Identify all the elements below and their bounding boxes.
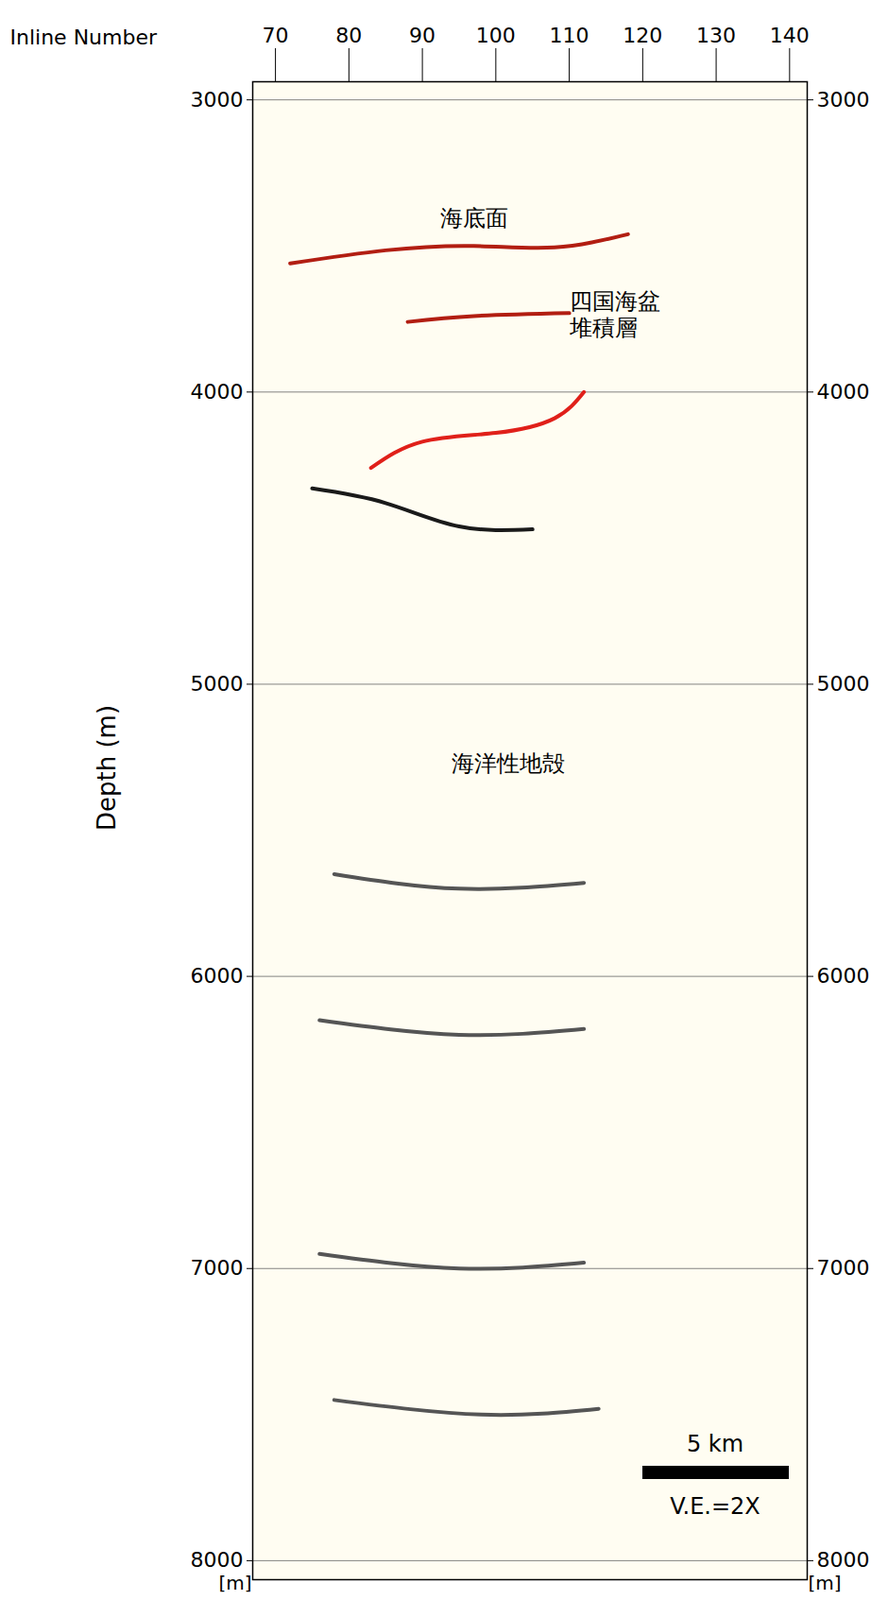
svg-text:130: 130 — [696, 23, 736, 48]
svg-text:6000: 6000 — [190, 963, 244, 988]
svg-text:海底面: 海底面 — [440, 204, 509, 232]
svg-text:8000: 8000 — [817, 1547, 871, 1572]
svg-text:[m]: [m] — [807, 1571, 841, 1594]
svg-text:100: 100 — [476, 23, 516, 48]
svg-text:3000: 3000 — [190, 87, 244, 112]
svg-text:5 km: 5 km — [686, 1430, 744, 1457]
svg-text:110: 110 — [549, 23, 590, 48]
svg-text:80: 80 — [335, 23, 362, 48]
svg-text:4000: 4000 — [817, 379, 871, 404]
svg-text:海洋性地殻: 海洋性地殻 — [451, 750, 565, 777]
svg-text:3000: 3000 — [817, 87, 871, 112]
svg-text:Inline Number: Inline Number — [10, 25, 158, 50]
svg-text:5000: 5000 — [817, 671, 871, 696]
svg-text:90: 90 — [409, 23, 436, 48]
svg-text:5000: 5000 — [190, 671, 244, 696]
svg-text:[m]: [m] — [219, 1571, 253, 1594]
svg-text:4000: 4000 — [190, 379, 244, 404]
svg-text:四国海盆堆積層: 四国海盆堆積層 — [568, 288, 661, 342]
svg-text:7000: 7000 — [190, 1255, 244, 1280]
svg-text:7000: 7000 — [817, 1255, 871, 1280]
svg-text:Depth (m): Depth (m) — [92, 704, 121, 831]
svg-text:70: 70 — [262, 23, 290, 48]
svg-text:140: 140 — [769, 23, 810, 48]
svg-text:120: 120 — [622, 23, 663, 48]
svg-text:V.E.=2X: V.E.=2X — [669, 1492, 761, 1520]
svg-text:8000: 8000 — [190, 1547, 244, 1572]
svg-text:6000: 6000 — [817, 963, 871, 988]
